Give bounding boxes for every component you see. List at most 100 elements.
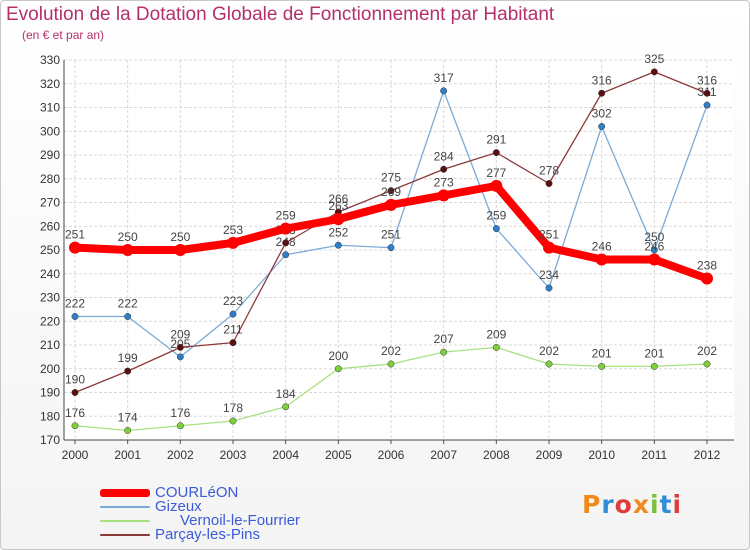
data-label: 275 — [381, 171, 401, 185]
x-tick-label: 2012 — [694, 448, 721, 462]
legend-item-gizeux: Gizeux — [100, 498, 300, 515]
data-point — [334, 365, 342, 373]
data-point — [545, 180, 553, 187]
data-point — [176, 343, 184, 351]
data-label: 176 — [170, 406, 190, 420]
data-point — [440, 165, 448, 173]
legend-swatch-courleon — [100, 489, 150, 497]
y-tick-label: 230 — [40, 291, 60, 305]
legend-swatch-vernoil — [100, 520, 150, 522]
data-label: 184 — [276, 387, 296, 401]
data-point — [650, 362, 658, 370]
data-point — [282, 239, 290, 247]
y-tick-label: 260 — [40, 219, 60, 233]
data-point — [282, 251, 290, 259]
x-tick-label: 2005 — [325, 448, 352, 462]
data-label: 238 — [697, 259, 717, 273]
y-tick-label: 280 — [40, 172, 60, 186]
logo-letter: o — [614, 490, 633, 519]
x-tick-label: 2009 — [536, 448, 563, 462]
logo-letter: r — [601, 490, 615, 519]
data-point — [703, 101, 711, 109]
legend-swatch-parcay — [100, 534, 150, 536]
logo-letter: i — [650, 490, 660, 519]
x-tick-label: 2001 — [114, 448, 141, 462]
x-tick-label: 2008 — [483, 448, 510, 462]
data-label: 200 — [328, 349, 348, 363]
y-tick-label: 190 — [40, 386, 60, 400]
data-label: 250 — [644, 230, 664, 244]
data-label: 201 — [592, 346, 612, 360]
data-point — [387, 244, 395, 252]
data-label: 176 — [65, 406, 85, 420]
data-label: 253 — [223, 223, 243, 237]
data-point — [492, 149, 500, 157]
data-point — [703, 89, 711, 97]
data-label: 269 — [381, 185, 401, 199]
data-label: 325 — [644, 52, 664, 66]
data-point — [440, 87, 448, 95]
data-point — [387, 187, 395, 195]
data-label: 174 — [118, 411, 138, 425]
data-label: 316 — [697, 73, 717, 87]
legend-label-gizeux: Gizeux — [155, 498, 202, 515]
data-label: 259 — [276, 209, 296, 223]
data-label: 250 — [170, 230, 190, 244]
logo-letter: i — [672, 490, 683, 519]
logo-letter: x — [632, 490, 650, 519]
y-tick-label: 320 — [40, 77, 60, 91]
data-point — [492, 343, 500, 351]
data-label: 284 — [434, 149, 454, 163]
y-tick-label: 240 — [40, 267, 60, 281]
data-point — [648, 253, 661, 266]
x-tick-label: 2010 — [588, 448, 615, 462]
data-point — [282, 403, 290, 411]
x-tick-label: 2002 — [167, 448, 194, 462]
data-point — [174, 244, 187, 256]
data-label: 317 — [434, 71, 454, 85]
data-point — [176, 353, 184, 361]
y-tick-label: 270 — [40, 196, 60, 210]
logo-letter: t — [659, 490, 673, 519]
x-tick-label: 2006 — [378, 448, 405, 462]
x-tick-label: 2011 — [641, 448, 667, 462]
data-point — [69, 241, 81, 254]
data-label: 202 — [697, 344, 717, 358]
data-label: 222 — [65, 297, 85, 311]
legend-item-parcay: Parçay-les-Pins — [100, 526, 300, 543]
data-point — [650, 246, 658, 254]
y-tick-label: 220 — [40, 314, 60, 328]
legend-label-parcay: Parçay-les-Pins — [155, 526, 261, 543]
y-tick-label: 310 — [40, 101, 60, 115]
data-point — [279, 222, 292, 235]
y-tick-label: 330 — [40, 53, 60, 67]
data-point — [545, 360, 553, 368]
data-point — [227, 236, 239, 249]
y-tick-label: 300 — [40, 124, 60, 138]
data-point — [229, 339, 237, 347]
chart-title: Evolution de la Dotation Globale de Fonc… — [6, 4, 555, 25]
data-label: 251 — [539, 228, 559, 242]
data-point — [440, 348, 448, 356]
data-point — [71, 422, 79, 430]
legend-item-courleon: COURLéON — [100, 485, 300, 500]
y-tick-label: 180 — [40, 409, 60, 423]
data-point — [701, 272, 713, 285]
data-label: 273 — [434, 175, 454, 189]
x-tick-label: 2000 — [62, 448, 89, 462]
data-point — [229, 417, 237, 425]
data-label: 222 — [118, 297, 138, 311]
legend-item-vernoil: Vernoil-le-Fourrier — [100, 513, 300, 528]
data-point — [334, 241, 342, 249]
x-tick-label: 2004 — [272, 448, 299, 462]
data-point — [545, 284, 553, 292]
y-tick-label: 210 — [40, 338, 60, 352]
x-tick-label: 2003 — [220, 448, 247, 462]
data-label: 252 — [328, 225, 348, 239]
data-point — [229, 310, 237, 318]
data-label: 278 — [539, 164, 559, 178]
data-label: 209 — [486, 327, 506, 341]
y-tick-label: 250 — [40, 243, 60, 257]
data-point — [124, 313, 132, 320]
